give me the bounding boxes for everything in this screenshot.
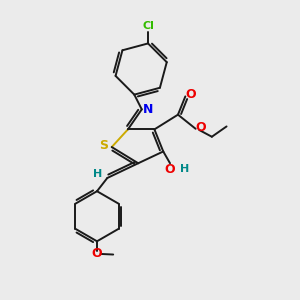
Text: S: S (99, 139, 108, 152)
Text: O: O (196, 121, 206, 134)
Text: O: O (165, 163, 175, 176)
Text: H: H (93, 169, 103, 179)
Text: Cl: Cl (142, 21, 154, 31)
Text: O: O (92, 248, 102, 260)
Text: H: H (180, 164, 189, 174)
Text: O: O (185, 88, 196, 100)
Text: N: N (142, 103, 153, 116)
